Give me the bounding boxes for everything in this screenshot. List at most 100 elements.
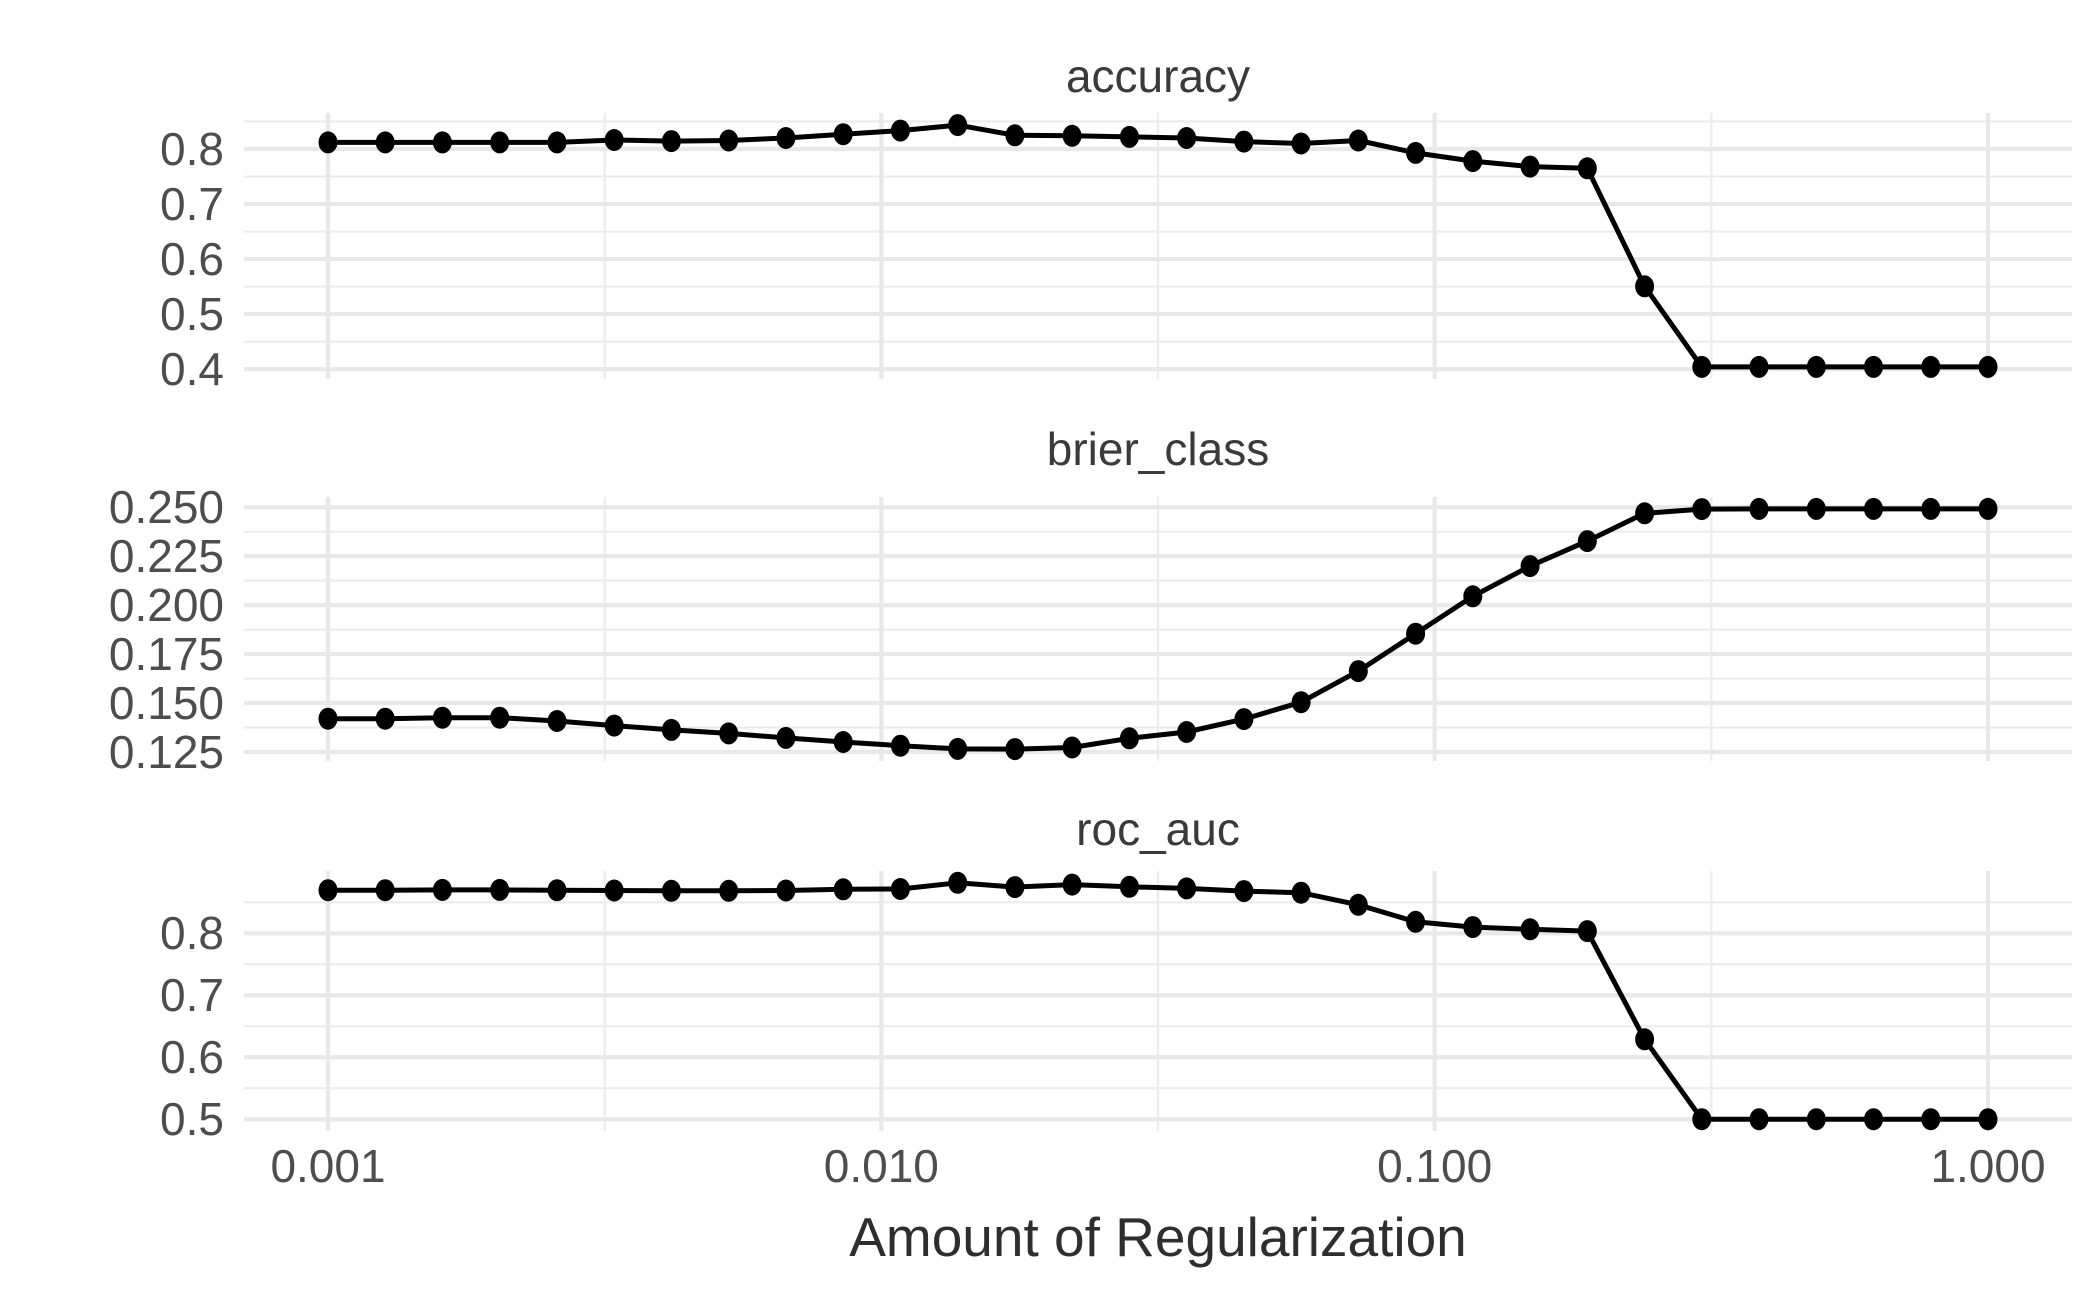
data-point-brier_class [719, 722, 739, 745]
data-point-brier_class [318, 707, 338, 730]
data-point-roc_auc [1978, 1108, 1998, 1131]
data-point-brier_class [1577, 530, 1597, 553]
data-point-brier_class [948, 737, 968, 760]
data-point-accuracy [432, 131, 452, 154]
data-point-roc_auc [1119, 875, 1139, 898]
y-tick-label: 0.4 [160, 343, 224, 396]
y-tick-label: 0.8 [160, 123, 224, 176]
data-point-accuracy [1062, 124, 1082, 147]
data-point-brier_class [833, 731, 853, 753]
data-point-accuracy [547, 131, 567, 154]
data-point-accuracy [1119, 125, 1139, 148]
data-point-accuracy [1234, 130, 1254, 153]
data-point-roc_auc [1177, 877, 1197, 900]
data-point-roc_auc [1921, 1108, 1941, 1131]
data-point-roc_auc [661, 879, 681, 902]
data-point-accuracy [1921, 355, 1941, 378]
data-point-brier_class [432, 706, 452, 729]
x-tick-label: 0.100 [1377, 1140, 1493, 1192]
data-point-accuracy [776, 127, 796, 149]
y-tick-label: 0.125 [108, 725, 224, 778]
facet-title-brier-class: brier_class [1046, 423, 1270, 475]
data-point-brier_class [1291, 691, 1311, 714]
data-point-roc_auc [318, 879, 338, 902]
data-point-brier_class [1119, 727, 1139, 750]
y-tick-label: 0.225 [108, 530, 224, 583]
data-point-accuracy [375, 131, 395, 154]
data-point-accuracy [1406, 141, 1426, 164]
data-point-roc_auc [1692, 1108, 1712, 1131]
y-tick-label: 0.175 [108, 628, 224, 681]
data-point-accuracy [661, 130, 681, 153]
data-point-accuracy [1692, 355, 1712, 378]
data-point-roc_auc [1749, 1108, 1769, 1131]
data-point-roc_auc [1348, 893, 1368, 916]
data-point-roc_auc [948, 871, 968, 894]
data-point-brier_class [1520, 555, 1540, 578]
data-point-brier_class [1234, 708, 1254, 731]
data-point-roc_auc [604, 879, 624, 902]
data-point-roc_auc [1406, 910, 1426, 933]
data-point-brier_class [375, 707, 395, 730]
data-point-brier_class [547, 710, 567, 732]
x-tick-label: 0.010 [823, 1140, 939, 1192]
data-point-roc_auc [719, 879, 739, 902]
data-point-roc_auc [1291, 881, 1311, 904]
y-tick-label: 0.150 [108, 677, 224, 730]
y-tick-label: 0.5 [160, 1093, 224, 1146]
data-point-accuracy [948, 114, 968, 137]
y-tick-label: 0.7 [160, 969, 224, 1022]
y-tick-label: 0.6 [160, 233, 224, 286]
data-point-brier_class [1005, 738, 1025, 761]
facet-title-accuracy: accuracy [1065, 50, 1251, 102]
data-point-brier_class [890, 734, 910, 757]
data-point-brier_class [1806, 497, 1826, 520]
data-point-accuracy [490, 131, 510, 154]
data-point-accuracy [1291, 132, 1311, 155]
x-tick-label: 0.001 [270, 1140, 386, 1192]
y-tick-label: 0.250 [108, 481, 224, 534]
y-tick-label: 0.5 [160, 288, 224, 341]
panel-plot-brier_class [244, 497, 2072, 761]
y-tick-label: 0.6 [160, 1031, 224, 1084]
data-point-accuracy [1520, 155, 1540, 178]
data-point-brier_class [1978, 497, 1998, 520]
y-tick-label: 0.8 [160, 907, 224, 960]
data-point-brier_class [604, 714, 624, 737]
data-point-brier_class [1864, 497, 1883, 520]
data-point-roc_auc [1864, 1108, 1883, 1131]
data-point-accuracy [1864, 355, 1883, 378]
data-point-brier_class [1062, 736, 1082, 759]
data-point-accuracy [890, 119, 910, 142]
data-point-roc_auc [375, 879, 395, 902]
data-point-accuracy [719, 129, 739, 152]
y-tick-label: 0.200 [108, 579, 224, 632]
data-point-roc_auc [490, 878, 510, 901]
data-point-roc_auc [890, 878, 910, 900]
data-point-brier_class [1177, 721, 1197, 743]
data-point-accuracy [1806, 355, 1826, 378]
metric-line-accuracy [325, 122, 1991, 370]
data-point-brier_class [1348, 660, 1368, 683]
data-point-roc_auc [432, 878, 452, 901]
data-point-brier_class [490, 706, 510, 729]
panel-plot-roc_auc [244, 871, 2072, 1131]
data-point-accuracy [833, 123, 853, 146]
data-point-brier_class [661, 718, 681, 741]
panel-plot-accuracy [244, 113, 2072, 379]
data-point-brier_class [1406, 622, 1426, 645]
data-point-brier_class [1463, 585, 1483, 608]
data-point-roc_auc [1806, 1108, 1826, 1131]
data-point-accuracy [1749, 355, 1769, 378]
metric-line-roc_auc [325, 880, 1991, 1122]
data-point-accuracy [1177, 127, 1197, 149]
data-point-brier_class [1921, 497, 1941, 520]
data-point-roc_auc [1577, 920, 1597, 943]
data-point-accuracy [604, 129, 624, 151]
data-point-accuracy [1635, 275, 1655, 298]
x-axis-title: Amount of Regularization [849, 1206, 1467, 1268]
data-point-brier_class [1749, 497, 1769, 520]
data-point-roc_auc [833, 878, 853, 901]
metric-line-brier_class [325, 506, 1991, 752]
data-point-roc_auc [1635, 1028, 1655, 1051]
